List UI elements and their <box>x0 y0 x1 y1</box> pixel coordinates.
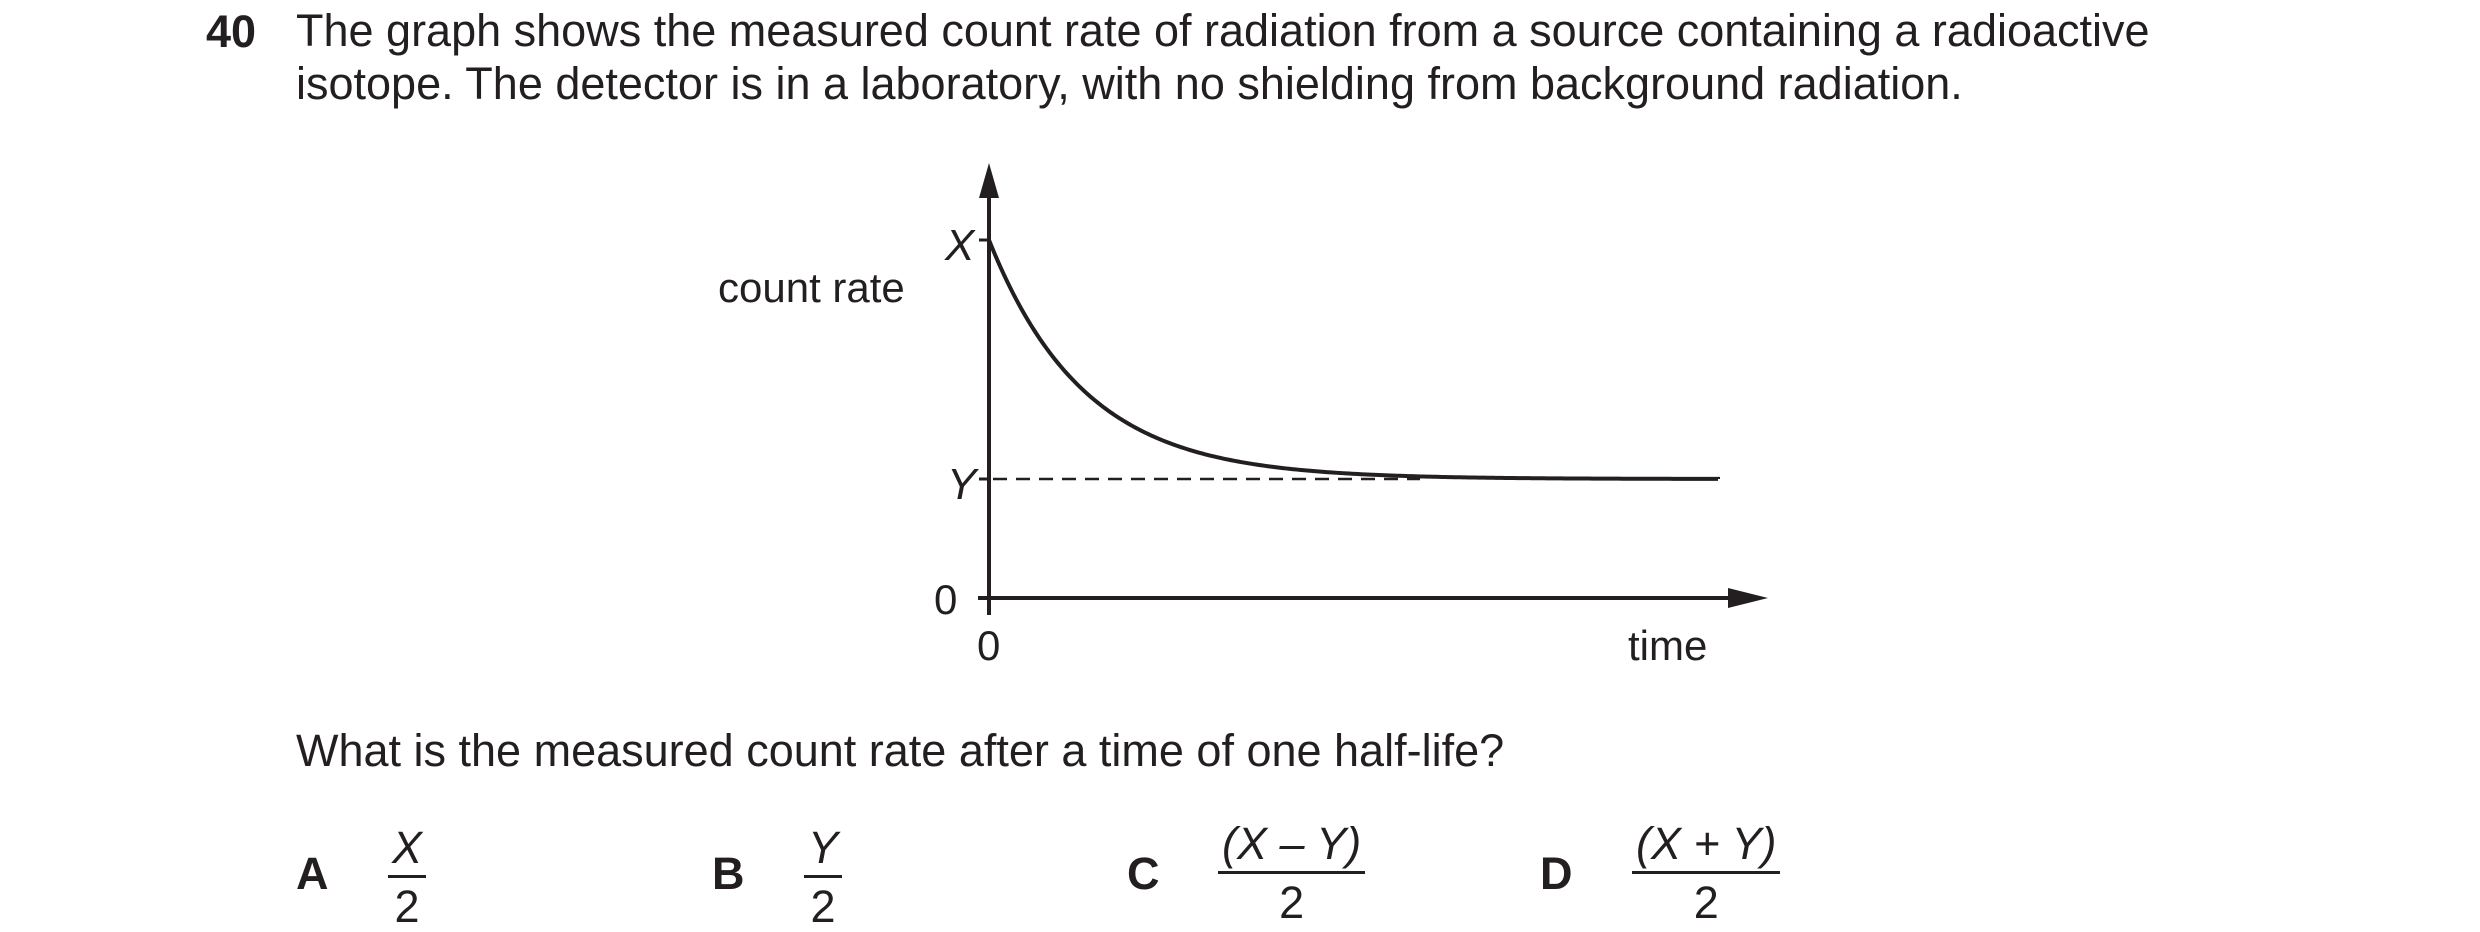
x-axis-arrowhead <box>1728 588 1768 608</box>
y-axis-label: count rate <box>718 264 905 311</box>
option-a-numerator: X <box>388 823 426 878</box>
decay-curve <box>989 240 1718 479</box>
option-c-denominator: 2 <box>1279 874 1304 928</box>
option-b-numerator: Y <box>804 823 842 878</box>
option-b-letter: B <box>712 849 745 899</box>
option-b-fraction: Y 2 <box>804 823 842 932</box>
x-axis-label: time <box>1628 622 1707 669</box>
question-prompt: What is the measured count rate after a … <box>296 723 1504 778</box>
y-axis-arrowhead <box>979 163 999 198</box>
option-b-denominator: 2 <box>810 878 835 932</box>
option-a-denominator: 2 <box>394 878 419 932</box>
option-d-numerator: (X + Y) <box>1632 819 1780 874</box>
option-c-fraction: (X – Y) 2 <box>1218 819 1365 928</box>
time-origin-label: 0 <box>977 622 1000 669</box>
option-c-numerator: (X – Y) <box>1218 819 1365 874</box>
option-a-letter: A <box>296 849 329 899</box>
option-c-letter: C <box>1127 849 1160 899</box>
option-d-letter: D <box>1540 849 1573 899</box>
level-x-label: X <box>944 221 976 270</box>
level-y-label: Y <box>947 460 979 509</box>
option-d-denominator: 2 <box>1694 874 1719 928</box>
count-rate-graph: count rate time X Y 0 0 <box>0 0 2480 720</box>
option-a-fraction: X 2 <box>388 823 426 932</box>
level-zero-label: 0 <box>934 576 957 623</box>
option-d-fraction: (X + Y) 2 <box>1632 819 1780 928</box>
